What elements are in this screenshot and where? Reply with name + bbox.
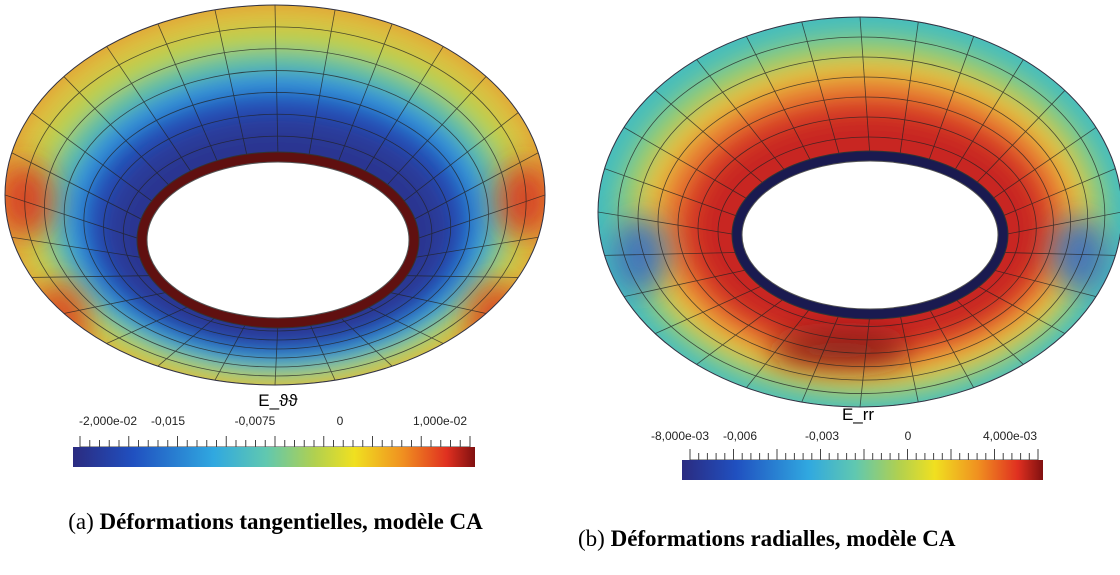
mesh-line: [926, 36, 975, 165]
mesh-line: [361, 46, 444, 177]
mesh-line: [952, 295, 1024, 365]
mesh-line: [31, 112, 157, 205]
mesh-line: [383, 76, 487, 190]
colorbar-tick-label: -8,000e-03: [651, 429, 709, 443]
caption-text: Déformations tangentielles, modèle CA: [99, 509, 483, 534]
hotspot: [497, 162, 545, 238]
mesh-line: [623, 127, 752, 202]
colorbar-tick-label: -0,015: [151, 414, 185, 428]
mesh-line: [859, 312, 871, 407]
mesh-line: [157, 313, 220, 367]
mesh-line: [336, 23, 393, 167]
colorbar-title: E_ϑϑ: [258, 391, 298, 410]
hotspot: [467, 282, 523, 358]
colorbar-tick-label: 4,000e-03: [983, 429, 1037, 443]
mesh-line: [998, 251, 1116, 256]
caption-a: (a) Déformations tangentielles, modèle C…: [0, 505, 563, 539]
hotspot: [32, 282, 88, 358]
mesh-line: [307, 319, 336, 381]
mesh-line: [63, 290, 173, 314]
mesh-line: [63, 76, 173, 190]
mesh-line: [214, 9, 249, 161]
mesh-line: [274, 5, 279, 159]
mesh-line: [399, 275, 519, 278]
colorbar: [73, 447, 475, 467]
outline: [597, 16, 1120, 408]
mesh-line: [801, 310, 841, 403]
caption-text: Déformations radialles, modèle CA: [610, 526, 956, 551]
colorbar-tick-label: -0,0075: [235, 414, 276, 428]
mesh-line: [654, 283, 767, 334]
mesh-line: [412, 194, 545, 241]
colorbar-tick-label: 1,000e-02: [413, 414, 467, 428]
mesh: [598, 17, 1120, 407]
caption-label: (b): [578, 526, 605, 551]
mesh-line: [898, 310, 919, 403]
mesh-line: [604, 251, 742, 256]
mesh-line: [157, 23, 220, 167]
contour-plot: [4, 4, 546, 386]
colorbar: [682, 460, 1043, 480]
mesh-line: [696, 59, 789, 175]
colorbar-tick-label: -0,006: [723, 429, 757, 443]
mesh-line: [1001, 211, 1120, 236]
colorbar-tick-label: 0: [337, 414, 344, 428]
colorbar-title: E_rr: [842, 405, 874, 424]
mesh-line: [11, 152, 147, 223]
mesh-line: [409, 152, 539, 223]
mesh-line: [696, 295, 788, 365]
hole: [741, 160, 999, 310]
contour-plot: [597, 16, 1120, 408]
mesh-line: [623, 268, 752, 297]
mesh-line: [361, 303, 444, 344]
mesh-line: [336, 313, 393, 367]
caption-label: (a): [68, 509, 94, 534]
mesh-line: [399, 112, 519, 205]
hotspot: [1052, 217, 1108, 293]
mesh-line: [859, 17, 871, 158]
mesh-line: [972, 90, 1066, 187]
mesh-line: [801, 21, 842, 160]
mesh-line: [654, 90, 768, 187]
hole: [146, 161, 410, 319]
mesh-line: [998, 168, 1116, 219]
mesh-line: [604, 168, 742, 219]
colorbar-tick-label: -2,000e-02: [79, 414, 137, 428]
mesh-line: [973, 283, 1066, 334]
mesh-line: [988, 127, 1097, 202]
colorbar-tick-label: 0: [905, 429, 912, 443]
mesh-line: [307, 9, 336, 161]
mesh-line: [926, 305, 975, 388]
mesh-line: [31, 275, 157, 278]
hotspot: [770, 332, 910, 368]
mesh-line: [598, 211, 739, 236]
outline: [4, 4, 546, 386]
mesh-line: [11, 236, 147, 259]
mesh-line: [746, 305, 814, 388]
mesh-line: [898, 21, 919, 160]
mesh-line: [988, 268, 1097, 297]
mesh-line: [951, 59, 1024, 175]
mesh-line: [106, 46, 195, 177]
mesh-line: [383, 290, 487, 314]
colorbar-tick-label: -0,003: [805, 429, 839, 443]
mesh-line: [409, 236, 539, 259]
mesh-line: [274, 321, 279, 385]
mesh-line: [106, 303, 194, 344]
mesh-line: [214, 319, 249, 381]
mesh-line: [745, 36, 814, 165]
caption-b: (b) Déformations radialles, modèle CA: [578, 522, 1120, 556]
mesh-line: [5, 194, 144, 241]
